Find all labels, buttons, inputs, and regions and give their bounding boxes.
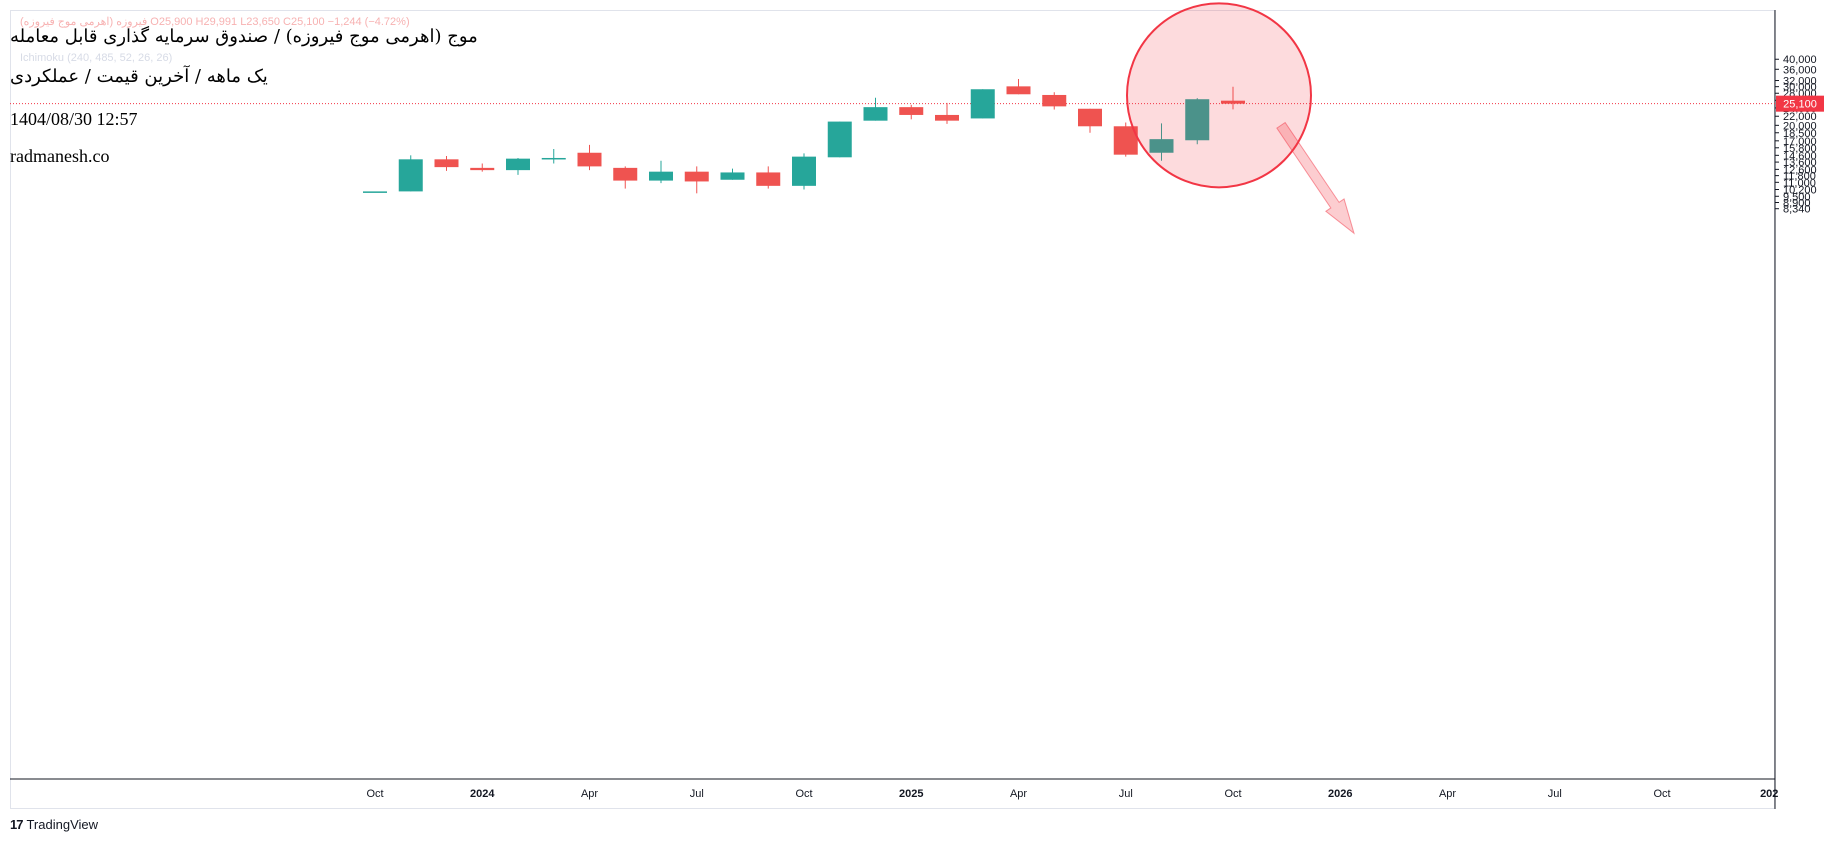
candle-up[interactable]: [649, 171, 673, 181]
candle-up[interactable]: [720, 172, 745, 180]
x-tick-label: 2025: [899, 788, 923, 800]
tradingview-logo-icon: 17: [10, 817, 24, 832]
y-tick-label: 15,800: [1783, 143, 1817, 155]
x-tick-label: Jul: [1548, 788, 1562, 800]
candle-up[interactable]: [827, 121, 852, 158]
x-tick-label: Apr: [1010, 788, 1027, 800]
candle-down[interactable]: [1221, 100, 1245, 104]
down-arrow-annotation[interactable]: [1276, 121, 1355, 235]
chart-subtitle: یک ماهه / آخرین قیمت / عملکردی: [10, 66, 268, 87]
x-tick-label: Oct: [1224, 788, 1241, 800]
last-price-badge: [1776, 95, 1824, 112]
y-tick-label: 8,900: [1783, 198, 1811, 210]
candle-up[interactable]: [1185, 99, 1210, 141]
x-tick-label: Jul: [690, 788, 704, 800]
y-tick-label: 9,500: [1783, 191, 1811, 203]
indicator-legend[interactable]: Ichimoku (240, 485, 52, 26, 26): [20, 52, 173, 64]
y-tick-label: 40,000: [1783, 54, 1817, 66]
x-tick-label: 2026: [1328, 788, 1352, 800]
candle-up[interactable]: [863, 107, 888, 121]
x-tick-label: Oct: [1653, 788, 1670, 800]
candle-down[interactable]: [899, 107, 924, 115]
candle-down[interactable]: [577, 152, 602, 167]
candle-down[interactable]: [1006, 86, 1031, 95]
y-tick-label: 13,600: [1783, 157, 1817, 169]
candle-down[interactable]: [684, 171, 709, 182]
y-tick-label: 12,600: [1783, 164, 1817, 176]
y-tick-label: 17,000: [1783, 136, 1817, 148]
candle-up[interactable]: [792, 156, 816, 186]
website-watermark: radmanesh.co: [10, 146, 110, 166]
candle-down[interactable]: [1042, 94, 1067, 107]
y-tick-label: 10,200: [1783, 185, 1817, 197]
candle-up[interactable]: [1149, 139, 1174, 153]
y-tick-label: 18,500: [1783, 128, 1817, 140]
y-tick-label: 11,800: [1783, 171, 1816, 183]
x-tick-label: Oct: [795, 788, 812, 800]
candle-down[interactable]: [756, 172, 781, 186]
candle-down[interactable]: [613, 167, 638, 181]
tradingview-brand[interactable]: 17 TradingView: [10, 817, 98, 832]
x-tick-label: Jul: [1119, 788, 1133, 800]
x-tick-label: 202: [1760, 788, 1778, 800]
timestamp: 1404/08/30 12:57: [10, 109, 138, 129]
y-tick-label: 32,000: [1783, 76, 1817, 88]
y-tick-label: 36,000: [1783, 64, 1817, 76]
last-price-label: 25,100: [1783, 99, 1817, 111]
x-tick-label: Oct: [366, 788, 383, 800]
candle-up[interactable]: [970, 89, 995, 119]
candle-up[interactable]: [506, 158, 530, 171]
x-tick-label: Apr: [1439, 788, 1456, 800]
chart-title: موج (اهرمی موج فیروزه) / صندوق سرمایه گذ…: [10, 26, 478, 47]
candle-up[interactable]: [398, 159, 423, 192]
candle-down[interactable]: [1078, 108, 1102, 127]
y-tick-label: 14,600: [1783, 150, 1817, 162]
x-tick-label: 2024: [470, 788, 495, 800]
brand-name: TradingView: [26, 817, 99, 832]
x-tick-label: Apr: [581, 788, 598, 800]
y-tick-label: 22,000: [1783, 111, 1817, 123]
candle-up[interactable]: [541, 157, 566, 160]
candle-down[interactable]: [434, 159, 459, 168]
y-tick-label: 30,000: [1783, 82, 1817, 94]
symbol-legend: فیروزه (اهرمی موج فیروزه) O25,900 H29,99…: [20, 16, 410, 28]
candle-down[interactable]: [470, 167, 495, 171]
candle-up[interactable]: [363, 191, 387, 193]
y-tick-label: 20,000: [1783, 120, 1817, 132]
highlight-circle[interactable]: [1126, 2, 1312, 189]
y-tick-label: 11,000: [1783, 177, 1816, 189]
candle-down[interactable]: [935, 114, 959, 121]
y-tick-label: 8,340: [1783, 204, 1811, 216]
